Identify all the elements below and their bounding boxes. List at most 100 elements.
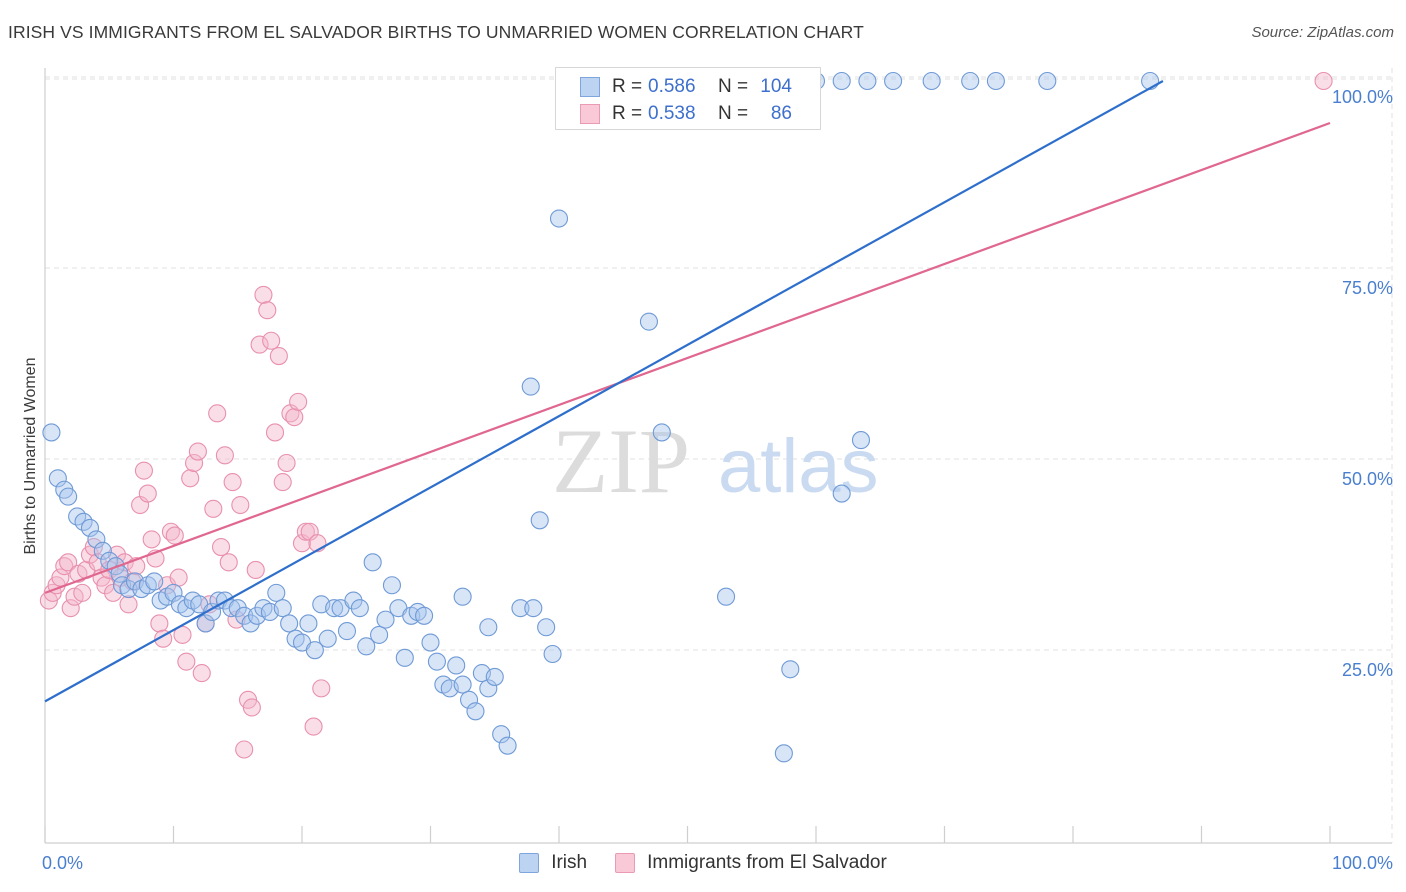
irish-point	[42, 423, 61, 442]
irish-point	[447, 656, 466, 675]
salvador-point	[208, 404, 227, 423]
salvador-point	[223, 473, 242, 492]
irish-point	[318, 629, 337, 648]
irish-point	[485, 667, 504, 686]
salvador-point	[59, 553, 78, 572]
irish-point	[273, 599, 292, 618]
legend-item-salvador[interactable]: Immigrants from El Salvador	[615, 852, 887, 874]
irish-point	[299, 614, 318, 633]
salvador-point	[119, 595, 138, 614]
irish-point	[325, 599, 344, 618]
irish-point	[453, 675, 472, 694]
irish-point	[228, 599, 247, 618]
legend-item-irish[interactable]: Irish	[519, 852, 587, 874]
salvador-point	[204, 499, 223, 518]
salvador-point	[312, 679, 331, 698]
salvador-point	[1314, 71, 1333, 91]
irish-legend-label: Irish	[551, 852, 588, 873]
salvador-points	[39, 71, 1333, 759]
salvador-point	[211, 537, 231, 557]
irish-point	[267, 583, 286, 602]
irish-point	[511, 599, 530, 618]
irish-point	[498, 736, 517, 755]
watermark-zip: ZIP	[552, 410, 690, 512]
salvador-point	[289, 392, 308, 411]
irish-point	[858, 71, 877, 91]
salvador-point	[61, 599, 80, 618]
salvador-n-value: 86	[770, 103, 792, 124]
salvador-point	[185, 453, 204, 473]
salvador-point	[219, 553, 238, 572]
irish-legend-swatch	[519, 853, 540, 873]
irish-point	[524, 599, 543, 618]
irish-point	[376, 610, 395, 629]
irish-point	[415, 606, 434, 625]
irish-point	[370, 625, 389, 644]
salvador-point	[277, 453, 296, 473]
x-tick-label: 100.0%	[1332, 853, 1393, 873]
irish-point	[453, 587, 472, 606]
irish-point	[427, 652, 446, 671]
irish-point	[119, 580, 138, 599]
salvador-point	[262, 331, 281, 350]
y-tick-label: 25.0%	[1342, 660, 1393, 680]
salvador-point	[246, 560, 265, 580]
salvador-point	[296, 522, 315, 541]
chart-title: IRISH VS IMMIGRANTS FROM EL SALVADOR BIR…	[8, 22, 864, 42]
irish-point	[145, 572, 164, 591]
irish-point	[59, 487, 78, 506]
salvador-point	[269, 346, 288, 366]
irish-point	[93, 541, 112, 560]
irish-point	[344, 591, 363, 610]
salvador-point	[150, 614, 169, 633]
irish-point	[357, 637, 376, 656]
irish-point	[537, 618, 556, 637]
irish-n-label: N =	[718, 76, 749, 97]
irish-point	[549, 209, 569, 228]
irish-point	[80, 518, 100, 537]
legend-row-irish: R = 0.586 N = 104	[580, 73, 792, 101]
irish-point	[639, 312, 659, 331]
irish-point	[774, 744, 793, 763]
salvador-point	[215, 446, 234, 465]
salvador-swatch	[580, 104, 600, 124]
irish-point	[479, 679, 498, 698]
salvador-point	[181, 469, 200, 488]
irish-point	[203, 602, 222, 622]
irish-point	[832, 484, 851, 503]
salvador-point	[231, 495, 250, 515]
salvador-point	[273, 473, 292, 492]
salvador-point	[169, 568, 188, 587]
watermark-atlas: atlas	[718, 424, 879, 509]
salvador-point	[254, 285, 273, 304]
irish-point	[652, 423, 671, 442]
irish-point	[235, 606, 254, 625]
y-tick-label: 100.0%	[1332, 87, 1393, 107]
irish-point	[884, 71, 903, 91]
irish-point	[87, 530, 106, 549]
irish-point	[922, 71, 941, 91]
salvador-point	[73, 583, 92, 602]
irish-point	[164, 583, 183, 602]
salvador-point	[192, 664, 211, 683]
irish-point	[363, 553, 382, 572]
salvador-point	[173, 625, 192, 644]
salvador-r-value: 0.538	[648, 103, 696, 124]
correlation-legend: R = 0.586 N = 104 R = 0.538 N = 86	[555, 67, 821, 130]
irish-point	[382, 576, 402, 595]
salvador-point	[304, 717, 323, 736]
irish-point	[305, 641, 324, 660]
irish-point	[986, 71, 1005, 91]
irish-point	[521, 377, 540, 396]
irish-r-value: 0.586	[648, 76, 696, 97]
irish-point	[421, 633, 440, 652]
irish-point	[781, 660, 800, 679]
salvador-trendline	[44, 121, 1331, 594]
salvador-point	[142, 530, 161, 549]
irish-point	[832, 71, 851, 91]
irish-point	[851, 431, 871, 450]
irish-point	[459, 690, 479, 709]
salvador-point	[242, 698, 261, 717]
tick-labels: 25.0% 50.0% 75.0% 100.0% 0.0% 100.0%	[42, 87, 1393, 873]
